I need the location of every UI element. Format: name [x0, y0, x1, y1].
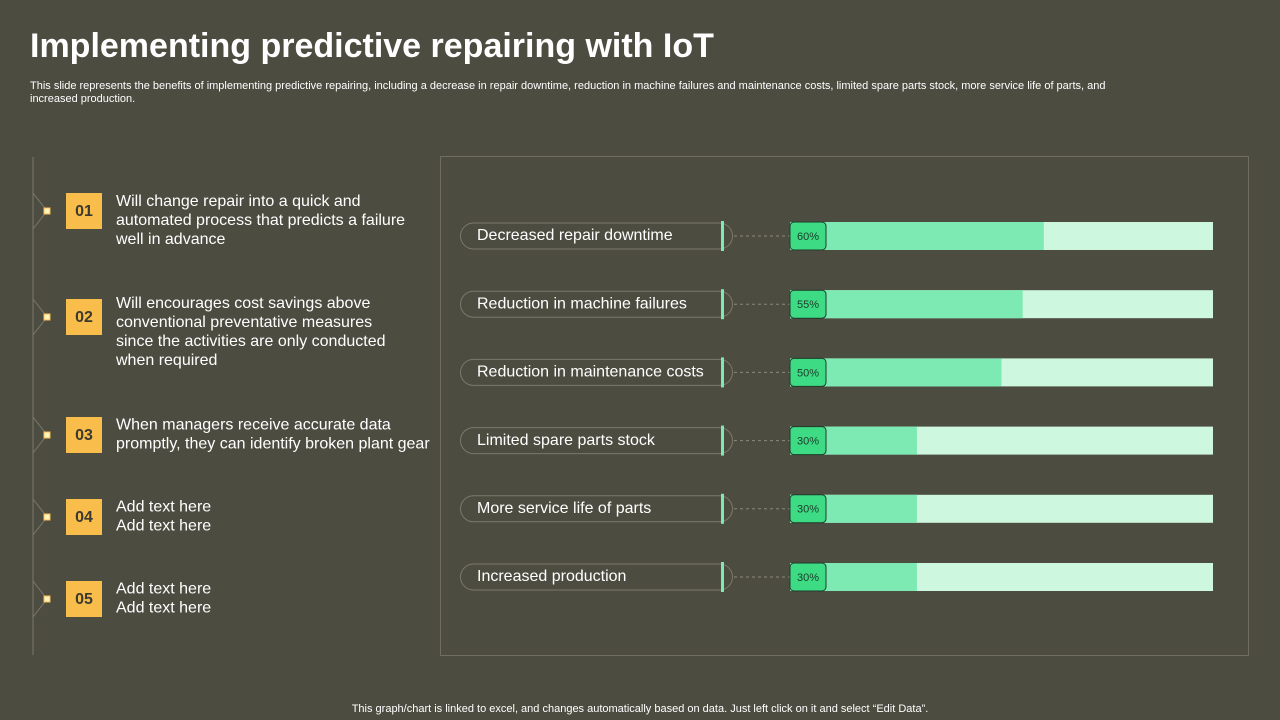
- item-text: when required: [115, 352, 217, 369]
- title: Implementing predictive repairing with I…: [30, 27, 714, 65]
- value-label: 30%: [797, 504, 819, 516]
- chart-panel: [440, 156, 1249, 656]
- category-marker: [721, 221, 724, 251]
- value-label: 55%: [797, 299, 819, 311]
- category-label: Reduction in maintenance costs: [477, 364, 704, 381]
- bullet: [43, 207, 51, 215]
- number-box: [66, 581, 102, 617]
- value-box: [789, 221, 827, 251]
- category-pill: [460, 495, 733, 523]
- category-marker: [721, 425, 724, 456]
- value-box: [789, 357, 827, 387]
- item-text: promptly, they can identify broken plant…: [116, 436, 430, 453]
- bar: [790, 290, 1023, 319]
- item-text: conventional preventative measures: [116, 314, 372, 331]
- category-label: Increased production: [477, 568, 626, 585]
- category-label: Limited spare parts stock: [477, 432, 656, 449]
- subtitle: This slide represents the benefits of im…: [30, 80, 1105, 92]
- category-marker: [721, 357, 724, 388]
- value-box: [789, 494, 827, 524]
- category-label: Reduction in machine failures: [477, 295, 687, 312]
- item-text: Add text here: [116, 518, 211, 535]
- item-number: 01: [75, 203, 93, 220]
- item-text: When managers receive accurate data: [116, 417, 391, 434]
- value-box: [789, 426, 827, 456]
- category-pill: [460, 222, 733, 250]
- category-marker: [721, 289, 724, 320]
- category-marker: [721, 562, 724, 592]
- category-marker: [721, 493, 724, 524]
- item-text: Add text here: [116, 581, 211, 598]
- category-pill: [460, 427, 733, 455]
- bullet: [43, 595, 51, 603]
- item-text: well in advance: [115, 231, 226, 248]
- category-pill: [460, 563, 733, 591]
- item-number: 04: [75, 509, 93, 526]
- category-label: Decreased repair downtime: [477, 227, 673, 244]
- value-label: 30%: [797, 436, 819, 448]
- number-box: [66, 299, 102, 335]
- value-box: [789, 562, 827, 592]
- item-number: 03: [75, 427, 93, 444]
- bullet: [43, 431, 51, 439]
- bullet: [43, 513, 51, 521]
- item-text: Will change repair into a quick and: [116, 193, 361, 210]
- bullet: [43, 313, 51, 321]
- category-pill: [460, 358, 733, 386]
- value-box: [789, 289, 827, 319]
- item-text: Add text here: [116, 499, 211, 516]
- number-box: [66, 417, 102, 453]
- subtitle: increased production.: [30, 93, 135, 105]
- item-number: 02: [75, 309, 93, 326]
- footer: This graph/chart is linked to excel, and…: [352, 703, 929, 715]
- item-text: since the activities are only conducted: [116, 333, 385, 350]
- item-text: Will encourages cost savings above: [116, 295, 370, 312]
- number-box: [66, 193, 102, 229]
- bar: [790, 222, 1044, 250]
- item-text: automated process that predicts a failur…: [116, 212, 405, 229]
- value-label: 30%: [797, 572, 819, 584]
- item-text: Add text here: [116, 600, 211, 617]
- category-pill: [460, 290, 733, 318]
- item-number: 05: [75, 591, 93, 608]
- number-box: [66, 499, 102, 535]
- category-label: More service life of parts: [477, 500, 651, 517]
- value-label: 50%: [797, 367, 819, 379]
- value-label: 60%: [797, 231, 819, 243]
